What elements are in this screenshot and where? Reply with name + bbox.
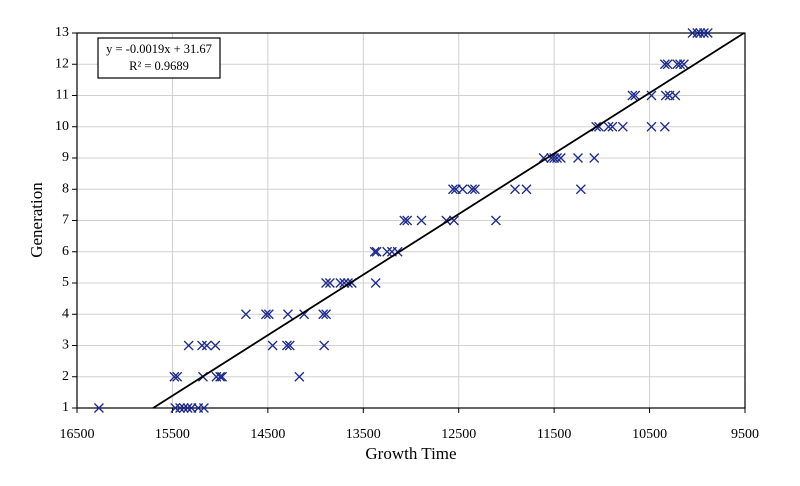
data-point (370, 278, 381, 288)
data-point (448, 184, 458, 195)
x-tick-label: 14500 (250, 427, 285, 442)
data-point (589, 153, 600, 163)
data-point (627, 90, 638, 101)
data-point (675, 59, 686, 70)
data-point (267, 340, 278, 351)
data-point (646, 90, 657, 101)
data-point (198, 403, 209, 413)
y-tick-label: 2 (62, 369, 69, 384)
trendline (152, 32, 745, 409)
data-point (659, 121, 670, 132)
data-point (659, 59, 670, 70)
data-point (399, 215, 410, 226)
data-point (687, 28, 698, 38)
data-point (457, 184, 468, 195)
data-point (260, 309, 271, 320)
data-point (175, 403, 186, 413)
data-point (197, 340, 207, 351)
y-tick-label: 1 (62, 400, 69, 415)
y-tick-label: 5 (62, 275, 69, 290)
data-point (670, 90, 681, 101)
data-point (172, 371, 183, 382)
data-point (660, 90, 671, 101)
data-point (573, 153, 583, 163)
data-point (371, 246, 382, 257)
data-point (294, 371, 305, 382)
y-tick-label: 6 (62, 244, 69, 259)
data-point (416, 215, 427, 226)
data-point (321, 278, 332, 288)
data-point (324, 278, 335, 288)
y-tick-label: 3 (62, 338, 69, 353)
y-tick-label: 8 (62, 181, 69, 196)
data-point (678, 59, 689, 70)
equation: y = -0.0019x + 31.67 (106, 42, 212, 56)
data-point (607, 121, 618, 132)
x-tick-label: 10500 (632, 427, 667, 442)
data-point (469, 184, 480, 195)
data-point (210, 340, 221, 351)
data-point (170, 403, 181, 413)
data-point (448, 215, 459, 226)
data-point (319, 340, 330, 351)
data-point (201, 340, 212, 351)
data-point (169, 371, 180, 382)
data-point (178, 403, 189, 413)
y-tick-label: 13 (55, 25, 69, 40)
x-tick-label: 13500 (346, 427, 381, 442)
data-point (552, 153, 562, 163)
data-point (335, 278, 346, 288)
data-point (369, 246, 380, 257)
data-point (183, 340, 194, 351)
data-point (510, 184, 520, 195)
data-point (630, 90, 641, 101)
x-tick-label: 15500 (155, 427, 190, 442)
data-point (646, 121, 657, 132)
data-point (702, 28, 713, 38)
y-tick-label: 11 (56, 88, 69, 103)
data-point (490, 215, 501, 226)
x-axis-label: Growth Time (365, 444, 456, 463)
data-point (182, 403, 193, 413)
data-point (217, 371, 228, 382)
data-point (382, 246, 393, 257)
data-point (281, 340, 292, 351)
data-point (555, 153, 566, 163)
equation-box (97, 37, 221, 79)
data-point (695, 28, 706, 38)
r-squared: R² = 0.9689 (129, 59, 189, 73)
data-point (538, 153, 549, 163)
x-tick-label: 9500 (731, 427, 759, 442)
data-point (617, 121, 628, 132)
data-point (339, 278, 350, 288)
data-point (321, 309, 332, 320)
data-point (603, 121, 614, 132)
data-point (263, 309, 274, 320)
y-tick-label: 7 (62, 213, 69, 228)
data-point (215, 371, 226, 382)
y-tick-label: 4 (62, 306, 69, 321)
data-point (521, 184, 532, 195)
y-tick-label: 12 (55, 56, 69, 71)
data-point (699, 28, 709, 38)
data-point (93, 403, 104, 413)
x-tick-label: 12500 (441, 427, 476, 442)
data-point (575, 184, 586, 195)
y-tick-label: 10 (55, 119, 69, 134)
data-point (467, 184, 478, 195)
x-tick-label: 11500 (537, 427, 571, 442)
data-point (284, 340, 295, 351)
data-point (240, 309, 251, 320)
data-point (662, 59, 673, 70)
data-point (402, 215, 413, 226)
plot-frame (76, 32, 746, 409)
data-point (282, 309, 293, 320)
data-point (318, 309, 329, 320)
x-tick-label: 16500 (60, 427, 95, 442)
y-tick-label: 9 (62, 150, 69, 165)
y-axis-label: Generation (27, 182, 46, 258)
